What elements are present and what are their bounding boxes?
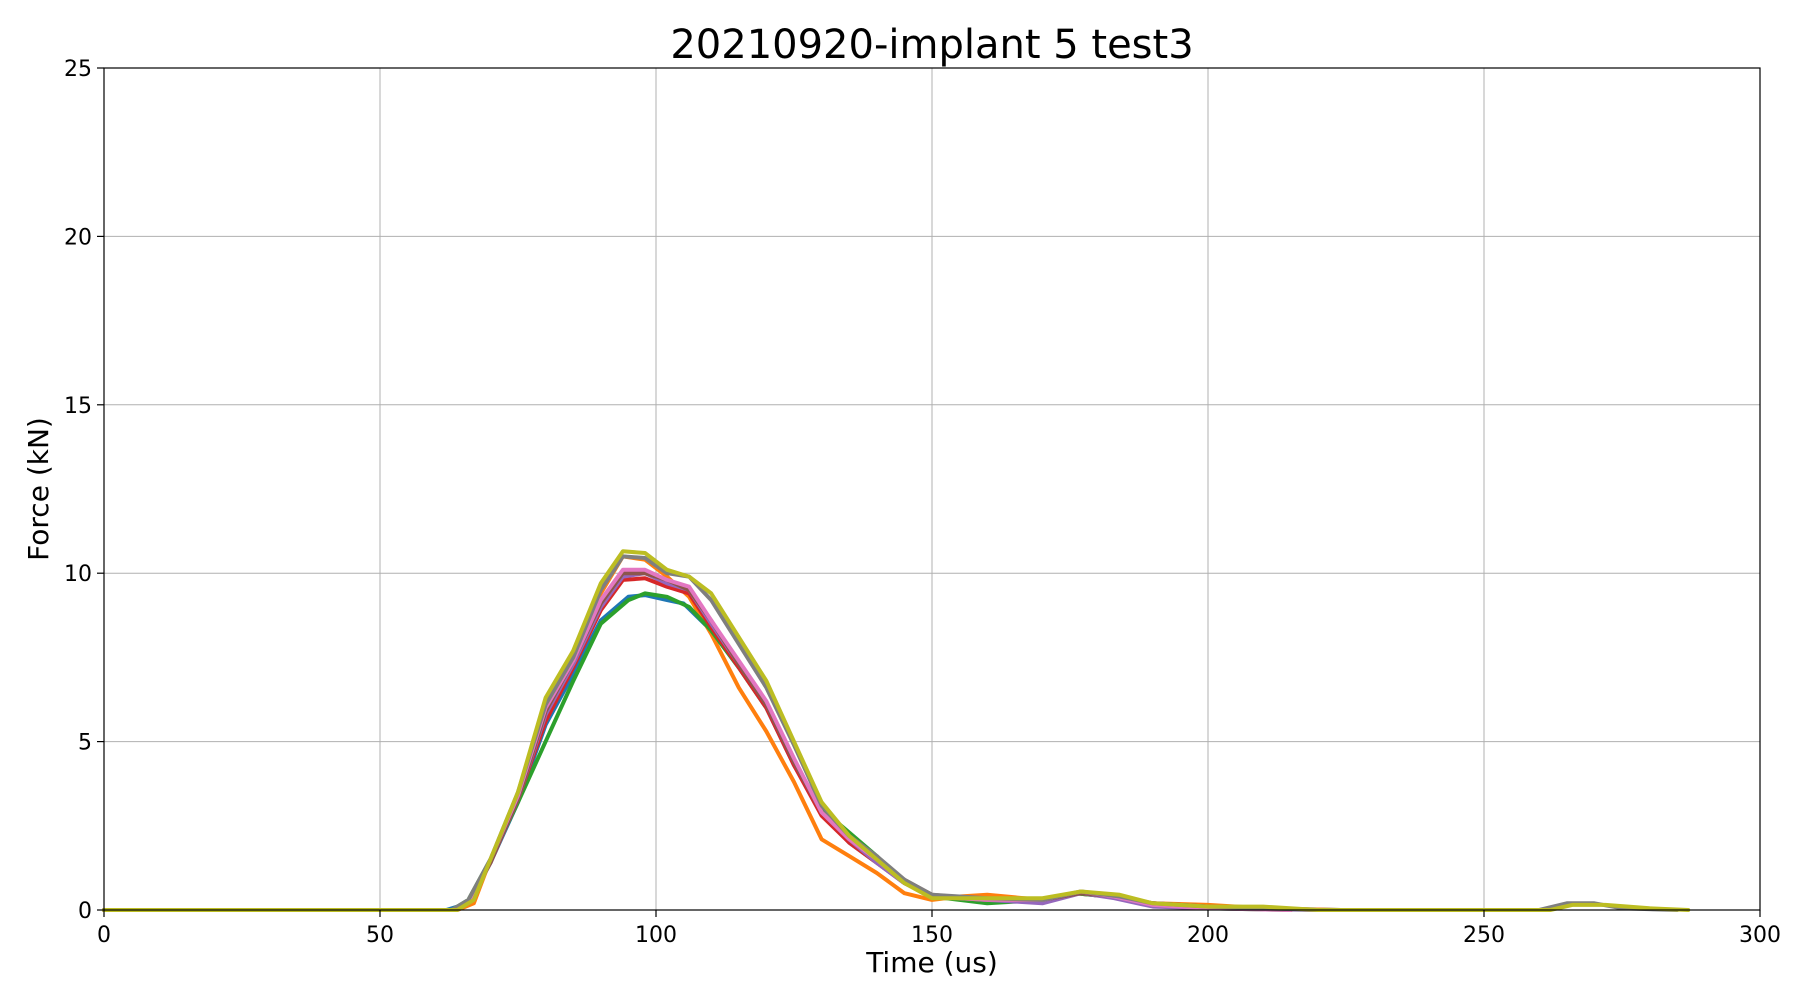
series-line-9 bbox=[102, 549, 1691, 912]
x-tick-label: 150 bbox=[911, 923, 953, 948]
x-tick-label: 300 bbox=[1739, 923, 1781, 948]
y-tick-label: 25 bbox=[64, 57, 92, 82]
y-tick-label: 5 bbox=[78, 731, 92, 756]
axis-ticks: 0 50 100 150 200 250 300 0 5 10 15 20 25 bbox=[64, 57, 1781, 948]
x-axis-label: Time (us) bbox=[865, 946, 998, 979]
series-lines bbox=[102, 549, 1691, 912]
chart-title: 20210920-implant 5 test3 bbox=[670, 22, 1193, 68]
x-tick-label: 100 bbox=[635, 923, 677, 948]
x-tick-label: 50 bbox=[366, 923, 394, 948]
y-tick-label: 0 bbox=[78, 899, 92, 924]
y-tick-label: 20 bbox=[64, 225, 92, 250]
y-tick-label: 10 bbox=[64, 562, 92, 587]
y-tick-label: 15 bbox=[64, 394, 92, 419]
y-axis-label: Force (kN) bbox=[22, 417, 55, 561]
x-tick-label: 200 bbox=[1187, 923, 1229, 948]
x-tick-label: 250 bbox=[1463, 923, 1505, 948]
x-tick-label: 0 bbox=[97, 923, 111, 948]
